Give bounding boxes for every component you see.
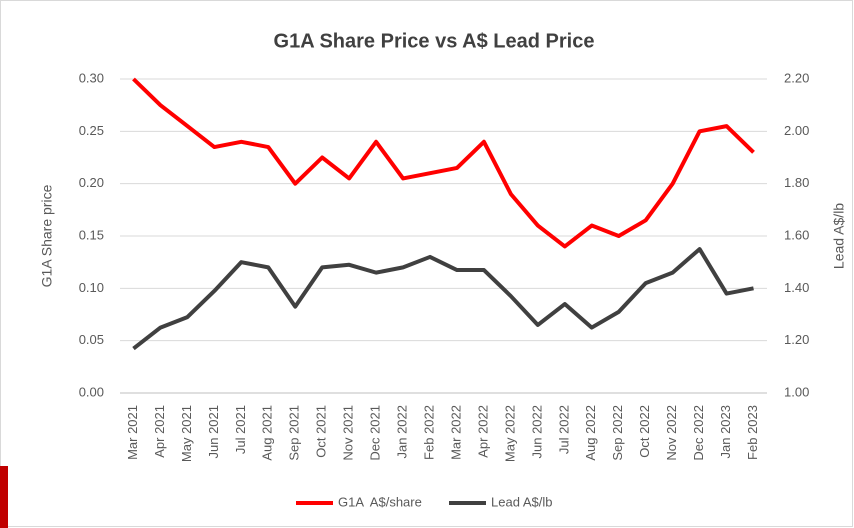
- x-tick-label: Jul 2022: [556, 405, 571, 454]
- x-tick-label: May 2021: [179, 405, 194, 462]
- y-tick-label: 0.05: [79, 332, 104, 347]
- x-tick-label: Feb 2023: [745, 405, 760, 460]
- x-tick-label: Jun 2022: [529, 405, 544, 459]
- x-tick-label: Jul 2021: [233, 405, 248, 454]
- x-tick-label: Nov 2022: [664, 405, 679, 461]
- legend-label: G1A A$/share: [338, 494, 422, 509]
- y-tick-label: 0.00: [79, 384, 104, 399]
- x-tick-label: Aug 2021: [260, 405, 275, 461]
- y-tick-label: 0.30: [79, 70, 104, 85]
- y-tick-label: 0.25: [79, 123, 104, 138]
- x-tick-label: Sep 2021: [287, 405, 302, 461]
- y2-axis-title: Lead A$/lb: [831, 203, 847, 269]
- x-tick-label: Jan 2023: [718, 405, 733, 459]
- y2-tick-label: 2.00: [784, 123, 809, 138]
- x-tick-label: Nov 2021: [341, 405, 356, 461]
- x-tick-label: Aug 2022: [583, 405, 598, 461]
- y-tick-label: 0.10: [79, 280, 104, 295]
- legend-label: Lead A$/lb: [491, 494, 552, 509]
- x-tick-label: Dec 2022: [691, 405, 706, 461]
- y2-tick-label: 1.20: [784, 332, 809, 347]
- y2-tick-label: 1.00: [784, 384, 809, 399]
- x-tick-label: Mar 2021: [125, 405, 140, 460]
- line-series: [132, 77, 755, 249]
- y2-tick-label: 1.60: [784, 227, 809, 242]
- x-tick-label: May 2022: [502, 405, 517, 462]
- x-tick-label: Sep 2022: [610, 405, 625, 461]
- line-series: [132, 247, 754, 351]
- x-tick-label: Apr 2022: [475, 405, 490, 458]
- x-tick-label: Feb 2022: [421, 405, 436, 460]
- chart-title: G1A Share Price vs A$ Lead Price: [274, 30, 595, 52]
- y-axis-title: G1A Share price: [39, 184, 55, 287]
- corner-mark: [0, 466, 8, 528]
- x-tick-label: Jun 2021: [206, 405, 221, 459]
- x-tick-label: Mar 2022: [448, 405, 463, 460]
- y-tick-label: 0.15: [79, 227, 104, 242]
- x-tick-label: Oct 2022: [637, 405, 652, 458]
- y-tick-label: 0.20: [79, 175, 104, 190]
- y2-tick-label: 1.40: [784, 280, 809, 295]
- x-tick-label: Dec 2021: [368, 405, 383, 461]
- x-tick-label: Jan 2022: [395, 405, 410, 459]
- y2-tick-label: 2.20: [784, 70, 809, 85]
- y2-tick-label: 1.80: [784, 175, 809, 190]
- x-tick-label: Oct 2021: [314, 405, 329, 458]
- x-tick-label: Apr 2021: [152, 405, 167, 458]
